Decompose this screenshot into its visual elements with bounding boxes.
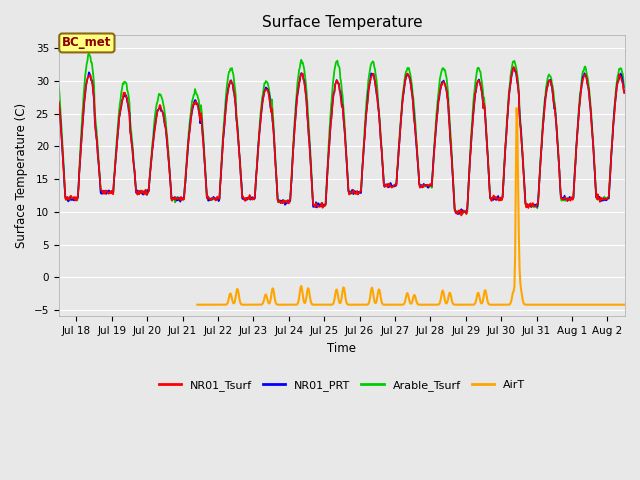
Title: Surface Temperature: Surface Temperature (262, 15, 422, 30)
Legend: NR01_Tsurf, NR01_PRT, Arable_Tsurf, AirT: NR01_Tsurf, NR01_PRT, Arable_Tsurf, AirT (154, 375, 529, 395)
Y-axis label: Surface Temperature (C): Surface Temperature (C) (15, 103, 28, 249)
X-axis label: Time: Time (327, 342, 356, 355)
Text: BC_met: BC_met (62, 36, 111, 49)
